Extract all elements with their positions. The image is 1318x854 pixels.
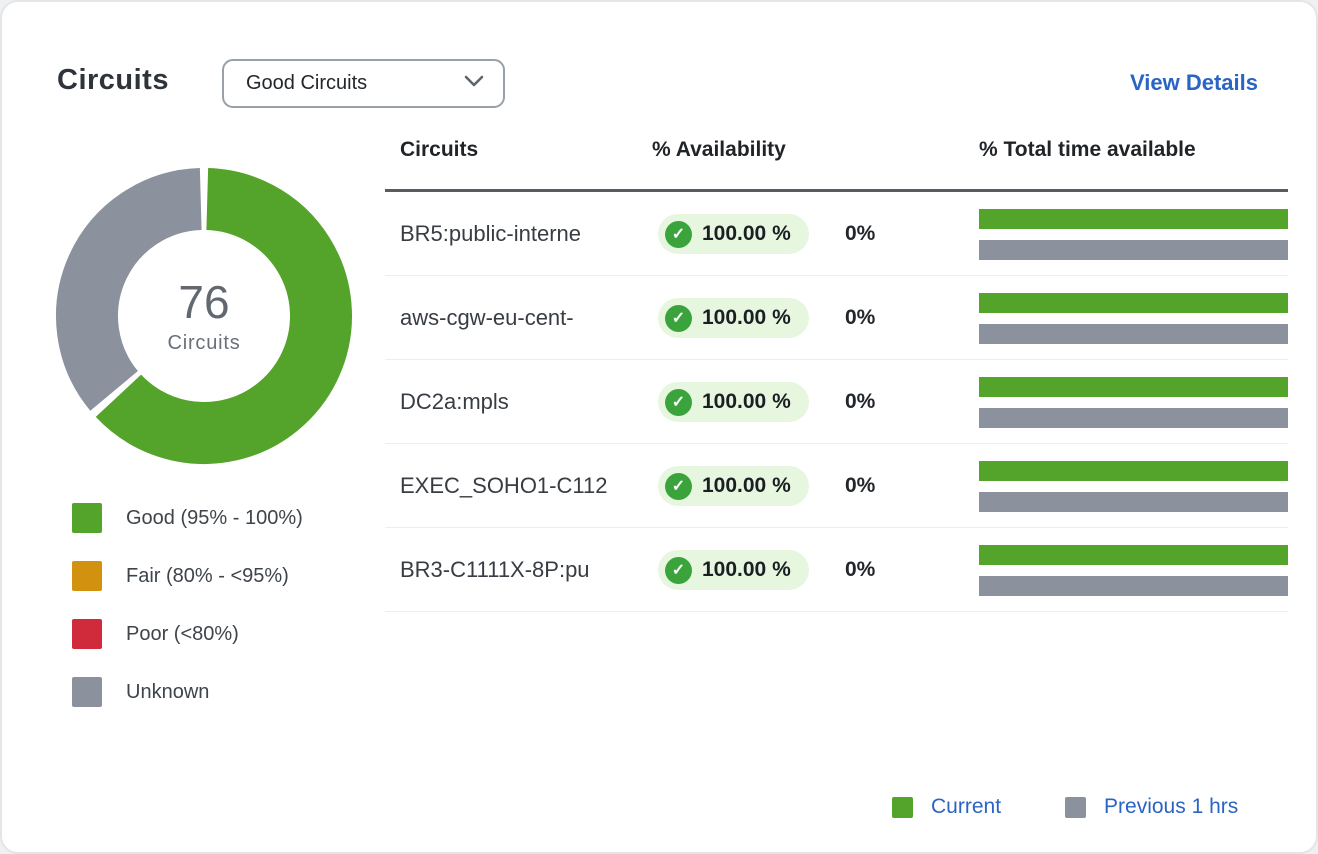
check-icon: ✓: [665, 388, 692, 416]
circuits-donut-chart[interactable]: 76 Circuits: [54, 166, 354, 466]
legend-label: Poor (<80%): [126, 622, 239, 645]
circuit-filter-dropdown[interactable]: Good Circuits: [222, 59, 505, 108]
page-title: Circuits: [57, 64, 169, 96]
time-available-bars: [979, 545, 1288, 596]
previous-bar: [979, 240, 1288, 260]
bars-legend: Current Previous 1 hrs: [892, 795, 1238, 819]
previous-bar: [979, 408, 1288, 428]
availability-value: 100.00 %: [702, 390, 791, 413]
table-row[interactable]: BR3-C1111X-8P:pu ✓ 100.00 % 0%: [385, 528, 1288, 612]
circuit-name: BR5:public-interne: [400, 221, 581, 246]
previous-bar: [979, 492, 1288, 512]
availability-value: 100.00 %: [702, 474, 791, 497]
legend-item-good: Good (95% - 100%): [72, 503, 303, 533]
availability-badge: ✓ 100.00 %: [658, 550, 809, 590]
availability-badge: ✓ 100.00 %: [658, 298, 809, 338]
circuit-name: BR3-C1111X-8P:pu: [400, 557, 590, 582]
availability-value: 100.00 %: [702, 558, 791, 581]
table-row[interactable]: DC2a:mpls ✓ 100.00 % 0%: [385, 360, 1288, 444]
current-bar: [979, 545, 1288, 565]
legend-item-fair: Fair (80% - <95%): [72, 561, 303, 591]
previous-bar: [979, 576, 1288, 596]
column-header-circuits: Circuits: [400, 138, 479, 161]
availability-value: 100.00 %: [702, 306, 791, 329]
check-icon: ✓: [665, 472, 692, 500]
availability-change: 0%: [845, 390, 876, 413]
chevron-down-icon: [463, 74, 485, 93]
check-icon: ✓: [665, 304, 692, 332]
table-row[interactable]: EXEC_SOHO1-C112 ✓ 100.00 % 0%: [385, 444, 1288, 528]
legend-label: Unknown: [126, 680, 210, 703]
circuit-name: DC2a:mpls: [400, 389, 509, 414]
current-bar: [979, 461, 1288, 481]
time-available-bars: [979, 209, 1288, 260]
previous-swatch-icon: [1065, 796, 1087, 818]
legend-label: Current: [931, 795, 1002, 818]
legend-item-previous[interactable]: Previous 1 hrs: [1065, 795, 1238, 819]
legend-item-current[interactable]: Current: [892, 795, 1001, 819]
table-row[interactable]: aws-cgw-eu-cent- ✓ 100.00 % 0%: [385, 276, 1288, 360]
availability-change: 0%: [845, 306, 876, 329]
circuits-table: Circuits % Availability % Total time ava…: [385, 130, 1288, 612]
poor-swatch-icon: [72, 619, 102, 649]
current-bar: [979, 209, 1288, 229]
circuit-name: EXEC_SOHO1-C112: [400, 473, 608, 498]
availability-change: 0%: [845, 474, 876, 497]
time-available-bars: [979, 461, 1288, 512]
legend-item-poor: Poor (<80%): [72, 619, 303, 649]
table-row[interactable]: BR5:public-interne ✓ 100.00 % 0%: [385, 192, 1288, 276]
current-bar: [979, 293, 1288, 313]
unknown-swatch-icon: [72, 677, 102, 707]
time-available-bars: [979, 377, 1288, 428]
legend-label: Good (95% - 100%): [126, 506, 303, 529]
fair-swatch-icon: [72, 561, 102, 591]
good-swatch-icon: [72, 503, 102, 533]
availability-value: 100.00 %: [702, 222, 791, 245]
check-icon: ✓: [665, 556, 692, 584]
circuit-name: aws-cgw-eu-cent-: [400, 305, 574, 330]
column-header-total-time: % Total time available: [979, 138, 1196, 161]
legend-label: Previous 1 hrs: [1104, 795, 1239, 818]
time-available-bars: [979, 293, 1288, 344]
current-bar: [979, 377, 1288, 397]
donut-legend: Good (95% - 100%) Fair (80% - <95%) Poor…: [72, 503, 303, 735]
column-header-availability: % Availability: [652, 138, 786, 161]
availability-change: 0%: [845, 558, 876, 581]
view-details-link[interactable]: View Details: [1130, 70, 1258, 95]
current-swatch-icon: [892, 796, 913, 818]
table-header: Circuits % Availability % Total time ava…: [385, 130, 1288, 192]
availability-badge: ✓ 100.00 %: [658, 382, 809, 422]
circuit-filter-selected: Good Circuits: [246, 72, 368, 94]
availability-badge: ✓ 100.00 %: [658, 214, 809, 254]
availability-badge: ✓ 100.00 %: [658, 466, 809, 506]
previous-bar: [979, 324, 1288, 344]
donut-svg: [56, 168, 352, 464]
legend-label: Fair (80% - <95%): [126, 564, 289, 587]
legend-item-unknown: Unknown: [72, 677, 303, 707]
check-icon: ✓: [665, 220, 692, 248]
availability-change: 0%: [845, 222, 876, 245]
